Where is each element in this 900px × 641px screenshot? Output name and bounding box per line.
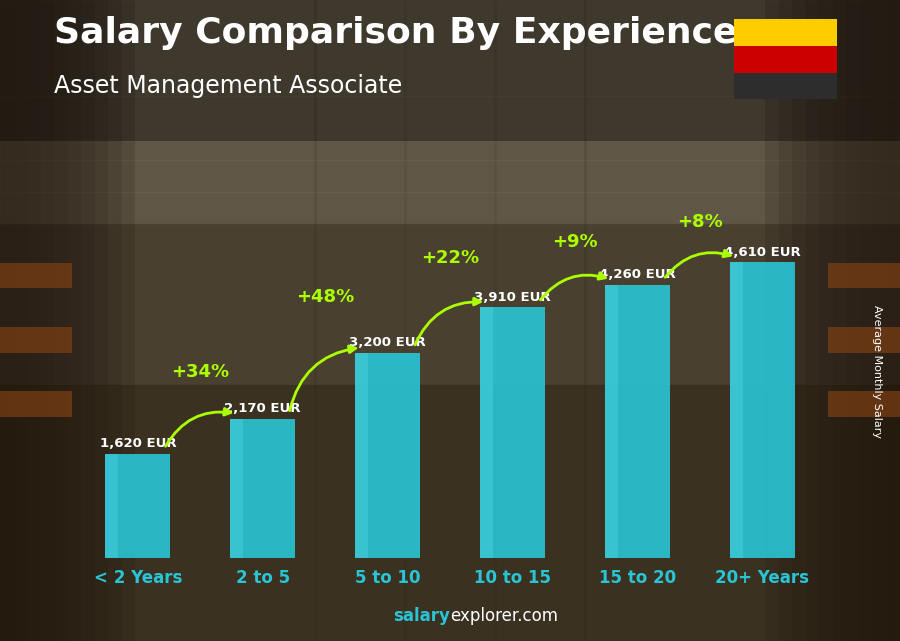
Bar: [605, 285, 617, 558]
Bar: [765, 0, 900, 641]
Bar: [792, 0, 900, 641]
Bar: [0, 0, 135, 641]
Text: +8%: +8%: [677, 213, 723, 231]
Bar: [0, 0, 14, 641]
Bar: [832, 0, 900, 641]
Bar: [0, 224, 900, 385]
Bar: [0, 263, 72, 288]
Text: +9%: +9%: [552, 233, 598, 251]
Bar: [605, 285, 670, 558]
Bar: [356, 353, 420, 558]
Bar: [819, 0, 900, 641]
Text: Salary Comparison By Experience: Salary Comparison By Experience: [54, 16, 737, 50]
Bar: [828, 391, 900, 417]
Bar: [0, 0, 40, 641]
Bar: [828, 263, 900, 288]
Text: +34%: +34%: [171, 363, 230, 381]
Bar: [886, 0, 900, 641]
Bar: [0, 0, 900, 141]
Text: Asset Management Associate: Asset Management Associate: [54, 74, 402, 97]
Text: Average Monthly Salary: Average Monthly Salary: [872, 305, 883, 438]
Bar: [105, 454, 170, 558]
Text: +48%: +48%: [296, 288, 355, 306]
Bar: [0, 391, 72, 417]
Text: 4,260 EUR: 4,260 EUR: [598, 268, 676, 281]
Bar: [730, 262, 795, 558]
Bar: [0, 0, 108, 641]
Bar: [0, 385, 900, 641]
Text: +22%: +22%: [421, 249, 479, 267]
Bar: [0, 0, 900, 224]
Bar: [828, 327, 900, 353]
Bar: [480, 307, 544, 558]
Bar: [873, 0, 900, 641]
Bar: [230, 419, 243, 558]
Bar: [230, 419, 295, 558]
Text: 4,610 EUR: 4,610 EUR: [724, 246, 800, 259]
Bar: [860, 0, 900, 641]
Bar: [105, 454, 119, 558]
Bar: [356, 353, 368, 558]
Bar: [734, 72, 837, 99]
Bar: [0, 0, 27, 641]
Bar: [806, 0, 900, 641]
Bar: [480, 307, 493, 558]
Text: salary: salary: [393, 607, 450, 625]
Text: 2,170 EUR: 2,170 EUR: [224, 402, 301, 415]
Bar: [0, 0, 68, 641]
Text: explorer.com: explorer.com: [450, 607, 558, 625]
Bar: [734, 46, 837, 72]
Bar: [0, 0, 81, 641]
Text: 3,910 EUR: 3,910 EUR: [474, 290, 551, 304]
Text: 3,200 EUR: 3,200 EUR: [349, 336, 426, 349]
Bar: [734, 19, 837, 46]
Bar: [0, 0, 54, 641]
Bar: [846, 0, 900, 641]
Text: 1,620 EUR: 1,620 EUR: [100, 437, 176, 450]
Bar: [730, 262, 742, 558]
Bar: [0, 0, 94, 641]
Bar: [0, 0, 122, 641]
Bar: [778, 0, 900, 641]
Bar: [0, 327, 72, 353]
